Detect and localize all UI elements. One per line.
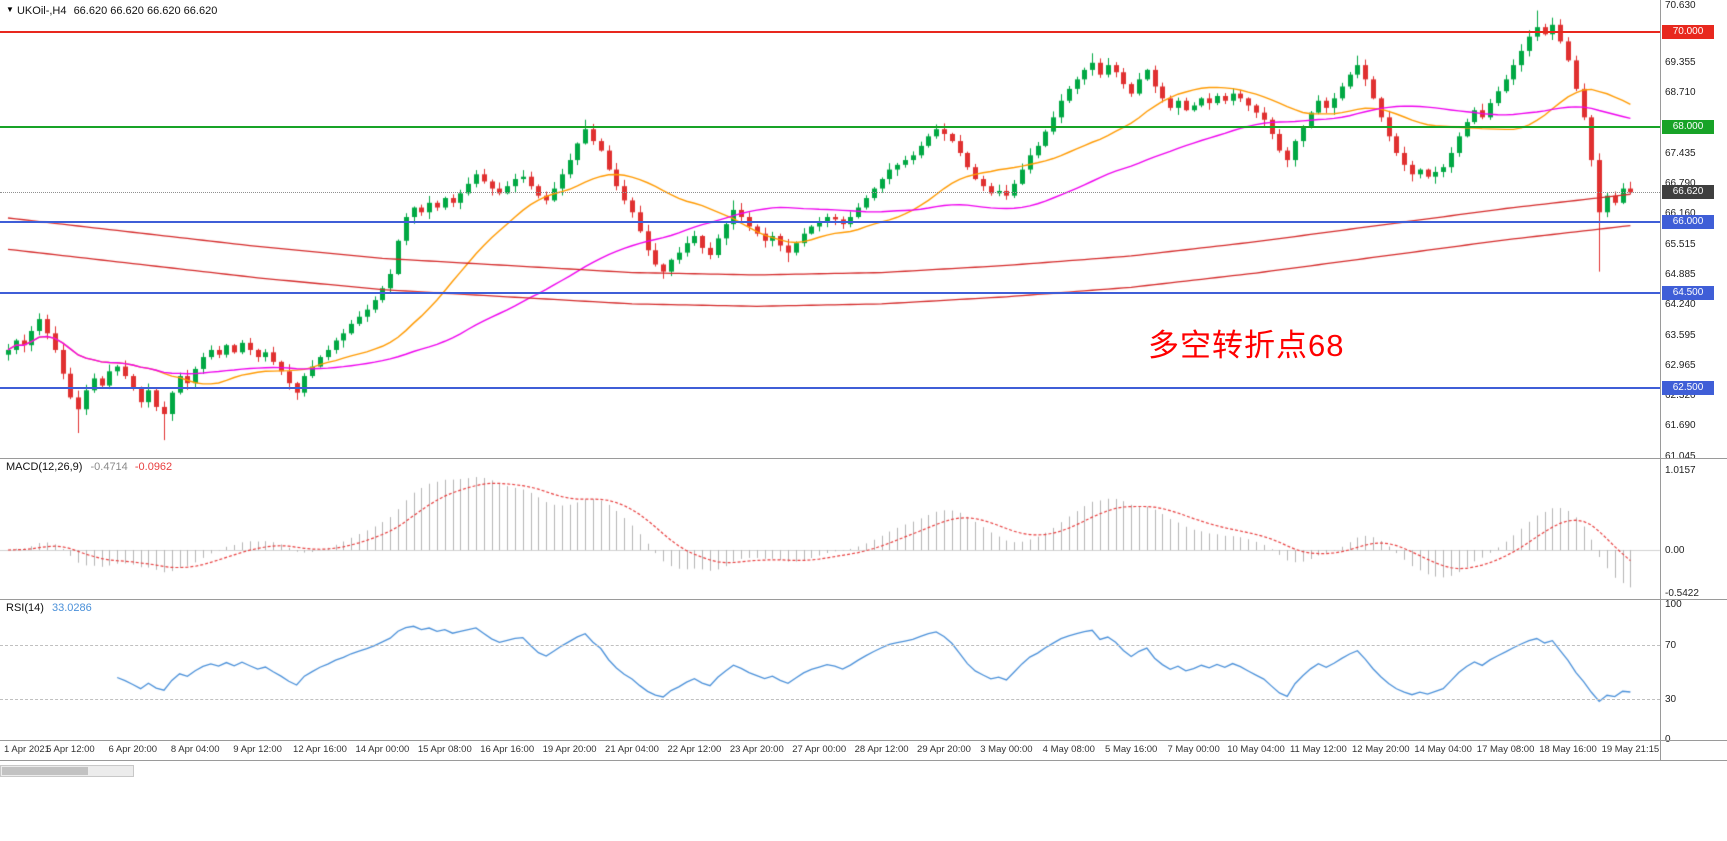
- horizontal-level-line[interactable]: [0, 291, 1660, 294]
- time-axis-label: 12 May 20:00: [1352, 744, 1410, 755]
- time-axis-label: 19 May 21:15: [1601, 744, 1660, 755]
- rsi-axis-label: 0: [1665, 734, 1671, 745]
- time-axis-label: 3 May 00:00: [980, 744, 1033, 755]
- price-axis-label: 64.240: [1665, 299, 1696, 311]
- price-axis-label: 70.630: [1665, 0, 1696, 11]
- time-axis-label: 19 Apr 20:00: [542, 744, 597, 755]
- rsi-level-line: [0, 644, 1660, 646]
- time-axis-label: 9 Apr 12:00: [233, 744, 282, 755]
- price-axis-label: 61.690: [1665, 420, 1696, 432]
- price-axis-label: 65.515: [1665, 238, 1696, 250]
- price-axis-label: 63.595: [1665, 329, 1696, 341]
- time-axis-label: 17 May 08:00: [1476, 744, 1535, 755]
- symbol-period-label: UKOil-,H4: [16, 5, 67, 17]
- time-axis-label: 28 Apr 12:00: [854, 744, 909, 755]
- time-axis-label: 7 May 00:00: [1167, 744, 1220, 755]
- rsi-value: 33.0286: [51, 602, 92, 614]
- macd-name: MACD(12,26,9): [6, 461, 83, 473]
- level-price-box: 70.000: [1662, 24, 1714, 39]
- time-axis-top-border: [0, 740, 1727, 741]
- time-axis-label: 12 Apr 16:00: [293, 744, 347, 755]
- time-axis-label: 6 Apr 20:00: [108, 744, 158, 755]
- horizontal-scrollbar-thumb[interactable]: [2, 767, 88, 775]
- chart-annotation-text: 多空转折点68: [1148, 328, 1345, 363]
- rsi-name: RSI(14): [6, 602, 44, 614]
- rsi-indicator-label: RSI(14) 33.0286: [6, 602, 92, 614]
- time-axis-label: 10 May 04:00: [1227, 744, 1285, 755]
- level-price-box: 62.500: [1662, 380, 1714, 395]
- time-axis-label: 29 Apr 20:00: [917, 744, 971, 755]
- time-axis-label: 14 May 04:00: [1414, 744, 1472, 755]
- rsi-axis-label: 70: [1665, 639, 1677, 651]
- time-axis-label: 1 Apr 2021: [4, 744, 50, 755]
- price-axis-label: 66.790: [1665, 178, 1696, 190]
- time-axis-label: 11 May 12:00: [1289, 744, 1347, 755]
- horizontal-level-line[interactable]: [0, 386, 1660, 389]
- macd-signal-value: -0.0962: [134, 461, 173, 473]
- price-axis-label: 64.885: [1665, 268, 1696, 280]
- price-axis-label: 62.320: [1665, 390, 1696, 402]
- level-price-box: 66.000: [1662, 214, 1714, 229]
- rsi-axis-label: 100: [1665, 599, 1682, 610]
- price-axis-label: 69.355: [1665, 56, 1696, 68]
- time-axis-label: 15 Apr 08:00: [417, 744, 472, 755]
- time-axis-label: 22 Apr 12:00: [667, 744, 722, 755]
- time-axis-label: 18 May 16:00: [1539, 744, 1597, 755]
- time-axis-label: 21 Apr 04:00: [605, 744, 659, 755]
- panel-separator-macd-rsi[interactable]: [0, 599, 1727, 600]
- time-axis-label: 5 Apr 12:00: [46, 744, 95, 755]
- macd-axis-label: -0.5422: [1665, 587, 1699, 599]
- price-axis-label: 68.710: [1665, 87, 1696, 99]
- macd-main-value: -0.4714: [90, 461, 128, 473]
- price-axis-label: 62.965: [1665, 359, 1696, 371]
- horizontal-scrollbar[interactable]: [0, 765, 134, 777]
- level-price-box: 64.500: [1662, 285, 1714, 300]
- macd-indicator-label: MACD(12,26,9) -0.4714 -0.0962: [6, 461, 172, 473]
- price-axis-label: 67.435: [1665, 147, 1696, 159]
- ohlc-values: 66.620 66.620 66.620 66.620: [73, 5, 218, 17]
- time-axis-label: 27 Apr 00:00: [792, 744, 847, 755]
- panel-separator-main-macd[interactable]: [0, 458, 1727, 459]
- horizontal-level-line[interactable]: [0, 125, 1660, 128]
- time-axis-label: 23 Apr 20:00: [729, 744, 784, 755]
- price-axis-label: 66.160: [1665, 208, 1696, 220]
- horizontal-level-line[interactable]: [0, 220, 1660, 223]
- macd-axis-label: 1.0157: [1665, 465, 1696, 477]
- time-axis-label: 8 Apr 04:00: [170, 744, 220, 755]
- level-price-box: 68.000: [1662, 119, 1714, 134]
- rsi-level-line: [0, 698, 1660, 700]
- time-axis-label: 5 May 16:00: [1105, 744, 1158, 755]
- rsi-axis-label: 30: [1665, 693, 1677, 705]
- current-price-line: [0, 192, 1660, 194]
- horizontal-level-line[interactable]: [0, 30, 1660, 33]
- time-axis-label: 4 May 08:00: [1042, 744, 1095, 755]
- symbol-menu-icon[interactable]: ▼: [6, 5, 14, 14]
- chart-title: ▼ UKOil-,H4 66.620 66.620 66.620 66.620: [6, 5, 217, 17]
- price-axis-label: 61.045: [1665, 451, 1696, 462]
- time-axis-label: 14 Apr 00:00: [355, 744, 410, 755]
- time-axis-label: 16 Apr 16:00: [480, 744, 535, 755]
- time-axis-bottom-border: [0, 760, 1727, 761]
- price-axis-border: [1660, 0, 1661, 760]
- macd-axis-label: 0.00: [1665, 545, 1685, 556]
- current-price-box: 66.620: [1662, 185, 1714, 200]
